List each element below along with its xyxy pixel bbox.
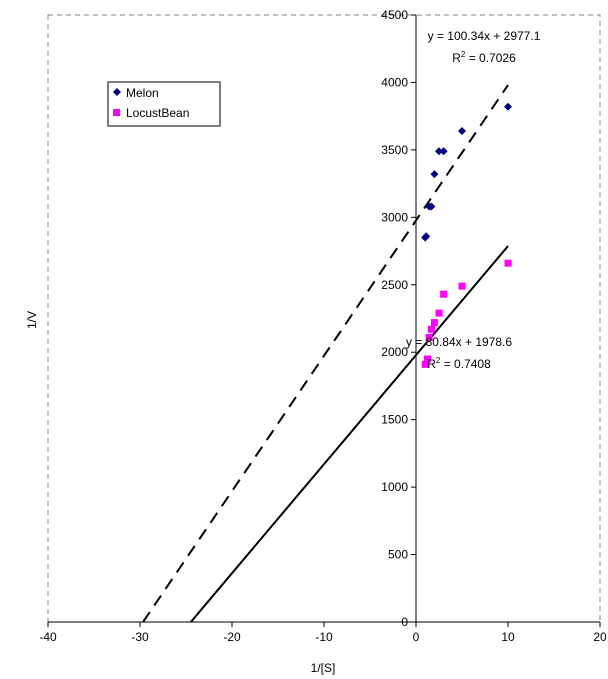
x-tick-label: -10 [315, 630, 333, 644]
y-tick-label: 4500 [381, 8, 408, 22]
locustbean-point [504, 259, 512, 267]
y-tick-label: 1000 [381, 480, 408, 494]
x-tick-labels: -40 -30 -20 -10 0 10 20 [39, 622, 607, 644]
locustbean-point [425, 333, 433, 341]
melon-point [422, 232, 431, 241]
locustbean-trendline [190, 245, 509, 623]
melon-trendline [142, 84, 509, 623]
melon-point [439, 147, 448, 156]
y-axis-title: 1/V [25, 311, 39, 329]
melon-point [435, 147, 443, 156]
x-tick-label: -30 [131, 630, 149, 644]
locustbean-point [424, 355, 431, 363]
locustbean-trend-equation: y = 80.84x + 1978.6 [406, 335, 512, 349]
melon-trend-equation: y = 100.34x + 2977.1 [428, 29, 541, 43]
x-tick-label: 0 [413, 630, 420, 644]
legend-box [107, 81, 221, 127]
legend-melon-label: Melon [126, 86, 159, 100]
locustbean-point [430, 319, 438, 327]
x-axis-title: 1/[S] [311, 661, 336, 675]
locustbean-point [440, 290, 448, 298]
x-tick-label: 10 [501, 630, 515, 644]
melon-point [427, 202, 436, 211]
legend-locustbean-label: LocustBean [126, 106, 189, 120]
x-tick-label: -40 [39, 630, 57, 644]
y-tick-label: 0 [401, 615, 408, 629]
y-tick-label: 500 [388, 548, 408, 562]
legend-melon-marker [113, 88, 121, 96]
y-tick-label: 4000 [381, 75, 408, 89]
melon-trend-r2: R2 = 0.7026 [452, 50, 516, 65]
melon-trend-annotation: y = 100.34x + 2977.1 R2 = 0.7026 [428, 29, 541, 65]
locustbean-trend-annotation: y = 80.84x + 1978.6 R2 = 0.7408 [406, 335, 512, 371]
locustbean-point [427, 325, 435, 333]
data-points [421, 102, 512, 368]
y-tick-label: 3500 [381, 143, 408, 157]
y-tick-label: 3000 [381, 210, 408, 224]
melon-point [458, 127, 466, 136]
locustbean-point [458, 282, 466, 290]
melon-point [430, 170, 439, 179]
legend: Melon LocustBean [107, 81, 221, 127]
y-tick-label: 1500 [381, 413, 408, 427]
locustbean-point [435, 309, 443, 317]
legend-locustbean-marker [113, 109, 120, 116]
y-tick-labels: 0 500 1000 1500 2000 2500 3000 3500 4000 4500 [381, 8, 416, 629]
x-tick-label: 20 [593, 630, 607, 644]
y-tick-label: 2000 [381, 345, 408, 359]
trendlines [142, 84, 509, 623]
locustbean-point [421, 360, 429, 368]
locustbean-trend-r2: R2 = 0.7408 [427, 356, 491, 371]
melon-point [504, 102, 512, 111]
y-tick-label: 2500 [381, 278, 408, 292]
x-tick-label: -20 [223, 630, 241, 644]
